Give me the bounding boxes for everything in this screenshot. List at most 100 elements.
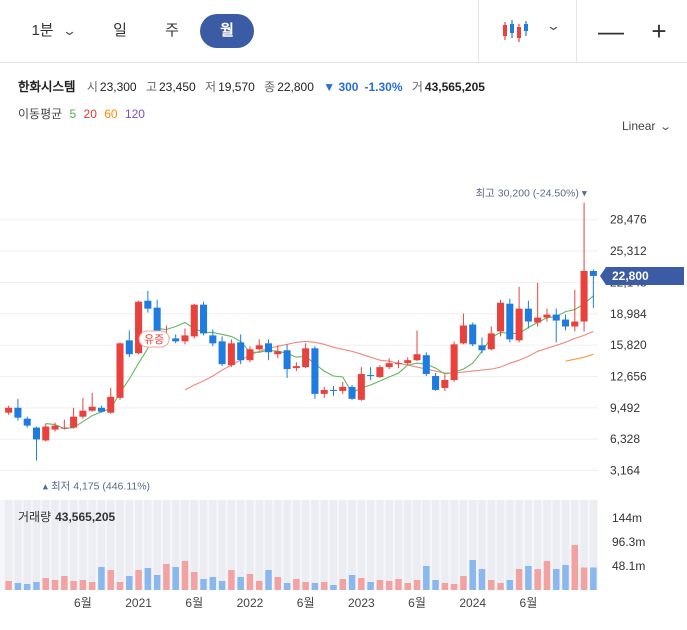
volume-bar — [571, 545, 579, 590]
volume-bar — [51, 580, 59, 590]
volume-stripe — [487, 500, 495, 590]
candle-body — [302, 348, 310, 368]
high-value: 23,450 — [159, 80, 196, 94]
tab-month[interactable]: 월 — [200, 14, 254, 48]
volume-stripe — [88, 500, 96, 590]
candle-body — [153, 307, 161, 339]
volume-bar — [265, 570, 272, 590]
volume-bar — [478, 569, 486, 590]
volume-stripe — [181, 500, 189, 590]
candle-body — [348, 386, 356, 399]
volume-bar — [404, 583, 411, 590]
volume-bar — [320, 582, 328, 590]
ma5-line — [45, 295, 594, 430]
volume-stripe — [14, 500, 22, 590]
volume-bar — [88, 582, 96, 590]
candle-body — [190, 304, 198, 337]
volume-bar — [135, 570, 142, 590]
volume-bar — [348, 575, 356, 590]
volume-bar — [469, 560, 476, 590]
volume-stripe — [209, 500, 217, 590]
volume-bar — [423, 566, 430, 590]
volume-stripe — [366, 500, 375, 590]
candle-body — [283, 350, 291, 370]
volume-bar — [441, 583, 449, 590]
high-annotation: 최고 30,200 (-24.50%) ▾ — [476, 188, 588, 200]
volume-stripe — [320, 500, 328, 590]
price-chart[interactable]: 3,1646,3289,49212,65615,82018,98422,1482… — [0, 140, 687, 630]
volume-stripe — [172, 500, 180, 590]
candle-body — [200, 304, 208, 334]
tab-1min-label: 1분 — [31, 22, 54, 39]
volume-stripe — [376, 500, 384, 590]
x-tick-label: 6월 — [185, 596, 203, 610]
candle-body — [441, 380, 449, 388]
candle-body — [385, 363, 393, 368]
chevron-down-icon: ⌄ — [659, 121, 673, 133]
volume-bar — [293, 579, 300, 590]
high-label: 고 — [145, 80, 157, 94]
volume-stripe — [125, 500, 133, 590]
candle-body — [311, 348, 319, 394]
volume-stripe — [441, 500, 449, 590]
volume-bar — [413, 580, 421, 590]
volume-stripe — [506, 500, 514, 590]
volume-stripe — [69, 500, 78, 590]
candle-body — [246, 349, 254, 361]
volume-stripe — [469, 500, 477, 590]
price-tick-label: 18,984 — [610, 307, 647, 321]
scale-selector[interactable]: Linear ⌄ — [622, 119, 673, 133]
candle-body — [274, 351, 282, 355]
change-value: ▼ 300 — [323, 80, 359, 94]
volume-stripe — [329, 500, 338, 590]
volume-stripe — [422, 500, 430, 590]
candle-body — [264, 343, 273, 353]
tab-day[interactable]: 일 — [113, 22, 127, 39]
volume-bar — [395, 579, 402, 590]
volume-stripe — [450, 500, 458, 590]
moving-average-legend[interactable]: 이동평균 5 20 60 120 — [18, 105, 149, 122]
volume-stripe — [543, 500, 551, 590]
candle-body — [237, 342, 245, 361]
volume-stripe — [23, 500, 31, 590]
low-value: 19,570 — [218, 80, 255, 94]
volume-bar — [562, 565, 569, 590]
candle-body — [135, 301, 143, 354]
candle-body — [144, 300, 152, 309]
chart-type-chevron-icon[interactable]: ⌄ — [545, 18, 562, 33]
ma-period-20: 20 — [83, 107, 97, 121]
volume-stripe — [51, 500, 59, 590]
chevron-down-icon[interactable]: ⌄ — [61, 23, 77, 38]
volume-bar — [590, 567, 597, 590]
zoom-in-button[interactable]: + — [651, 16, 667, 46]
candle-body — [357, 374, 365, 400]
candle-body — [478, 345, 486, 351]
candle-body — [255, 345, 263, 350]
scale-label: Linear — [622, 119, 656, 133]
candle-body — [14, 407, 22, 418]
candle-body — [116, 343, 124, 398]
volume-bar — [385, 581, 393, 590]
event-tag-badge — [138, 330, 170, 348]
zoom-out-button[interactable]: — — [598, 16, 624, 46]
volume-bar — [237, 577, 244, 590]
volume-bar — [534, 569, 541, 590]
volume-bar — [543, 561, 551, 590]
moving-average-label: 이동평균 — [18, 107, 63, 121]
candle-body — [320, 389, 328, 394]
volume-bar — [70, 581, 77, 590]
tab-week[interactable]: 주 — [165, 22, 179, 39]
candlestick-icon[interactable] — [500, 18, 530, 44]
volume-stripe — [42, 500, 50, 590]
candle-body — [459, 325, 467, 344]
volume-stripe — [496, 500, 505, 590]
open-label: 시 — [86, 80, 98, 94]
volume-stripe — [144, 500, 152, 590]
volume-title: 거래량 43,565,205 — [18, 508, 115, 525]
volume-bar — [358, 578, 365, 590]
volume-stripe — [348, 500, 356, 590]
candle-body — [88, 406, 96, 411]
tab-1min[interactable]: 1분 ⌄ — [18, 14, 88, 48]
candle-body — [404, 360, 412, 364]
candle-body — [367, 375, 375, 377]
